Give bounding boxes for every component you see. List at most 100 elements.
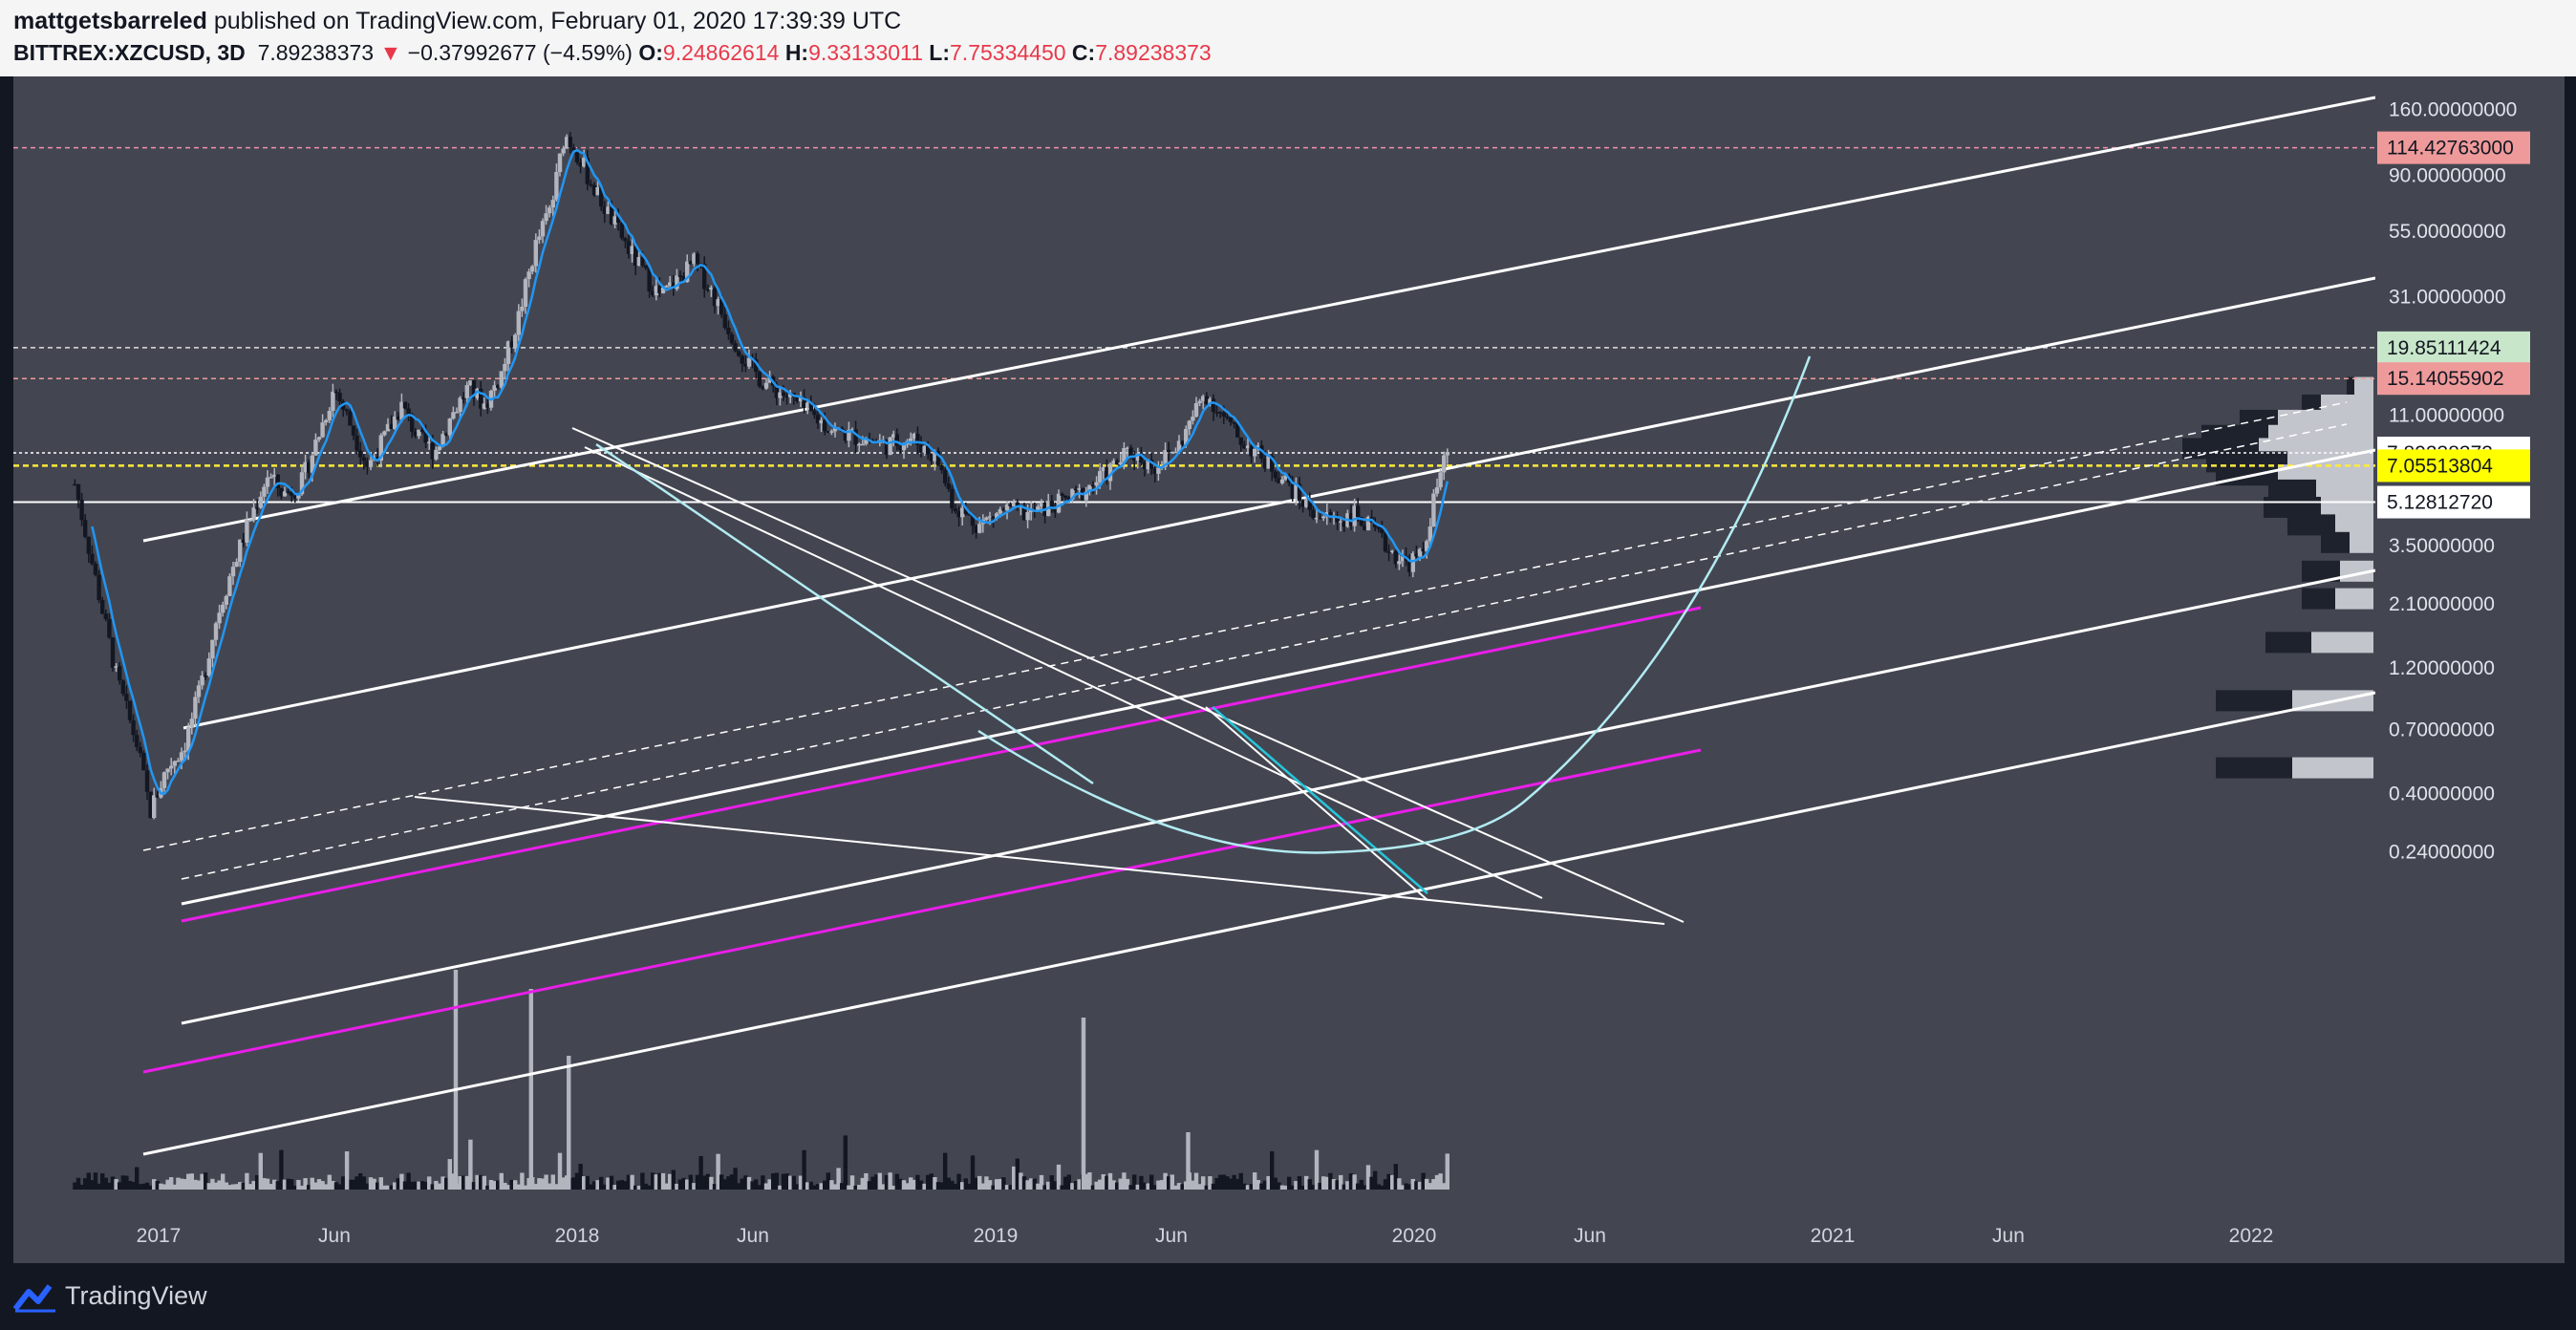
candle-body bbox=[1266, 456, 1271, 469]
volume-bar bbox=[509, 1179, 514, 1190]
time-tick-label: 2021 bbox=[1811, 1225, 1856, 1247]
candle-body bbox=[520, 306, 525, 311]
candle-body bbox=[1170, 451, 1174, 454]
volume-bar bbox=[275, 1181, 280, 1190]
volume-bar bbox=[1410, 1178, 1415, 1190]
volume-bar bbox=[1238, 1172, 1243, 1190]
volume-bar bbox=[1176, 1183, 1182, 1190]
candle-body bbox=[636, 257, 641, 267]
volume-bar bbox=[740, 1178, 744, 1190]
candle-body bbox=[251, 507, 256, 521]
volume-bar bbox=[348, 1179, 353, 1190]
volume-bar bbox=[599, 1176, 604, 1190]
candle-body bbox=[358, 450, 363, 458]
candle-body bbox=[268, 477, 273, 479]
candle-body bbox=[468, 380, 473, 386]
candle-body bbox=[832, 427, 838, 432]
profile-sell-bar bbox=[2216, 690, 2292, 712]
candle-body bbox=[829, 431, 834, 433]
candle-body bbox=[943, 470, 948, 483]
volume-bar bbox=[1318, 1182, 1322, 1190]
volume-bar bbox=[767, 1179, 772, 1190]
volume-bar bbox=[1342, 1184, 1346, 1190]
volume-bar bbox=[1167, 1176, 1171, 1190]
candle-body bbox=[1297, 483, 1302, 502]
volume-bar bbox=[79, 1184, 84, 1190]
candle-body bbox=[204, 676, 208, 677]
volume-bar bbox=[100, 1173, 105, 1190]
candle-body bbox=[1053, 508, 1058, 513]
volume-bar bbox=[826, 1172, 830, 1190]
volume-bar bbox=[815, 1184, 821, 1190]
volume-bar bbox=[159, 1183, 163, 1190]
candle-body bbox=[1232, 421, 1236, 424]
candle-body bbox=[417, 429, 421, 437]
volume-bar bbox=[1191, 1180, 1195, 1190]
candle-body bbox=[1397, 561, 1402, 565]
candle-body bbox=[726, 328, 731, 334]
volume-bar bbox=[1324, 1176, 1329, 1190]
profile-buy-bar bbox=[2335, 588, 2373, 610]
volume-bar bbox=[1105, 1175, 1109, 1190]
volume-bar bbox=[1365, 1165, 1371, 1190]
candle-body bbox=[492, 385, 497, 391]
volume-bar bbox=[781, 1173, 786, 1190]
candle-body bbox=[458, 397, 462, 413]
volume-bar bbox=[1304, 1175, 1309, 1190]
candle-body bbox=[1314, 517, 1320, 520]
wedge-line bbox=[584, 446, 1543, 899]
volume-bar bbox=[341, 1176, 346, 1190]
candle-body bbox=[668, 282, 673, 287]
volume-bar bbox=[1107, 1172, 1113, 1190]
candle-body bbox=[719, 299, 724, 315]
candle-body bbox=[1152, 468, 1157, 474]
price-chart[interactable]: 2017 Jun 2018 Jun 2019 Jun 2020 Jun 2021 Jun 2022 … bbox=[13, 76, 2565, 1263]
candle-body bbox=[705, 289, 710, 290]
volume-bar bbox=[808, 1181, 813, 1190]
volume-bar bbox=[282, 1179, 288, 1190]
volume-bar bbox=[619, 1180, 624, 1190]
candle-body bbox=[354, 435, 359, 451]
chart-pane[interactable]: 2017 Jun 2018 Jun 2019 Jun 2020 Jun 2021 Jun 2022 … bbox=[13, 76, 2565, 1263]
volume-bar bbox=[245, 1172, 249, 1190]
volume-bar bbox=[956, 1173, 961, 1190]
volume-bar bbox=[926, 1174, 931, 1190]
volume-bar bbox=[204, 1172, 208, 1190]
brand-name[interactable]: TradingView bbox=[65, 1281, 207, 1310]
candle-body bbox=[509, 341, 514, 348]
volume-bar bbox=[1101, 1174, 1106, 1190]
high-label: H: bbox=[784, 40, 809, 65]
volume-bar bbox=[488, 1179, 494, 1190]
candle-body bbox=[909, 438, 913, 441]
price-axis-bg bbox=[2375, 76, 2565, 1263]
volume-bars bbox=[73, 970, 1449, 1190]
volume-bar bbox=[475, 1174, 480, 1190]
volume-bar bbox=[654, 1174, 658, 1190]
volume-bar bbox=[571, 1177, 576, 1190]
volume-bar bbox=[1211, 1183, 1216, 1190]
candle-body bbox=[368, 460, 374, 467]
candle-body bbox=[282, 491, 288, 497]
candle-body bbox=[963, 507, 968, 514]
volume-bar bbox=[1307, 1179, 1312, 1190]
channel-line bbox=[142, 691, 2376, 1156]
descending-line bbox=[1212, 706, 1428, 894]
symbol-name[interactable]: BITTREX:XZCUSD, 3D bbox=[13, 40, 246, 65]
candle-body bbox=[1359, 517, 1363, 526]
volume-bar bbox=[991, 1185, 996, 1190]
tradingview-logo-icon[interactable] bbox=[11, 1280, 59, 1313]
candle-body bbox=[1167, 449, 1171, 453]
author-name[interactable]: mattgetsbarreled bbox=[13, 8, 207, 34]
volume-bar bbox=[462, 1175, 466, 1190]
candle-body bbox=[206, 658, 211, 676]
candle-body bbox=[1084, 491, 1088, 501]
volume-bar bbox=[1201, 1176, 1206, 1190]
volume-bar bbox=[1184, 1181, 1189, 1190]
volume-bar bbox=[1056, 1164, 1062, 1190]
candle-body bbox=[90, 553, 95, 565]
candle-body bbox=[103, 613, 108, 619]
volume-bar bbox=[891, 1185, 896, 1190]
candle-body bbox=[1214, 412, 1219, 414]
candle-body bbox=[843, 431, 848, 441]
candle-body bbox=[176, 761, 181, 762]
